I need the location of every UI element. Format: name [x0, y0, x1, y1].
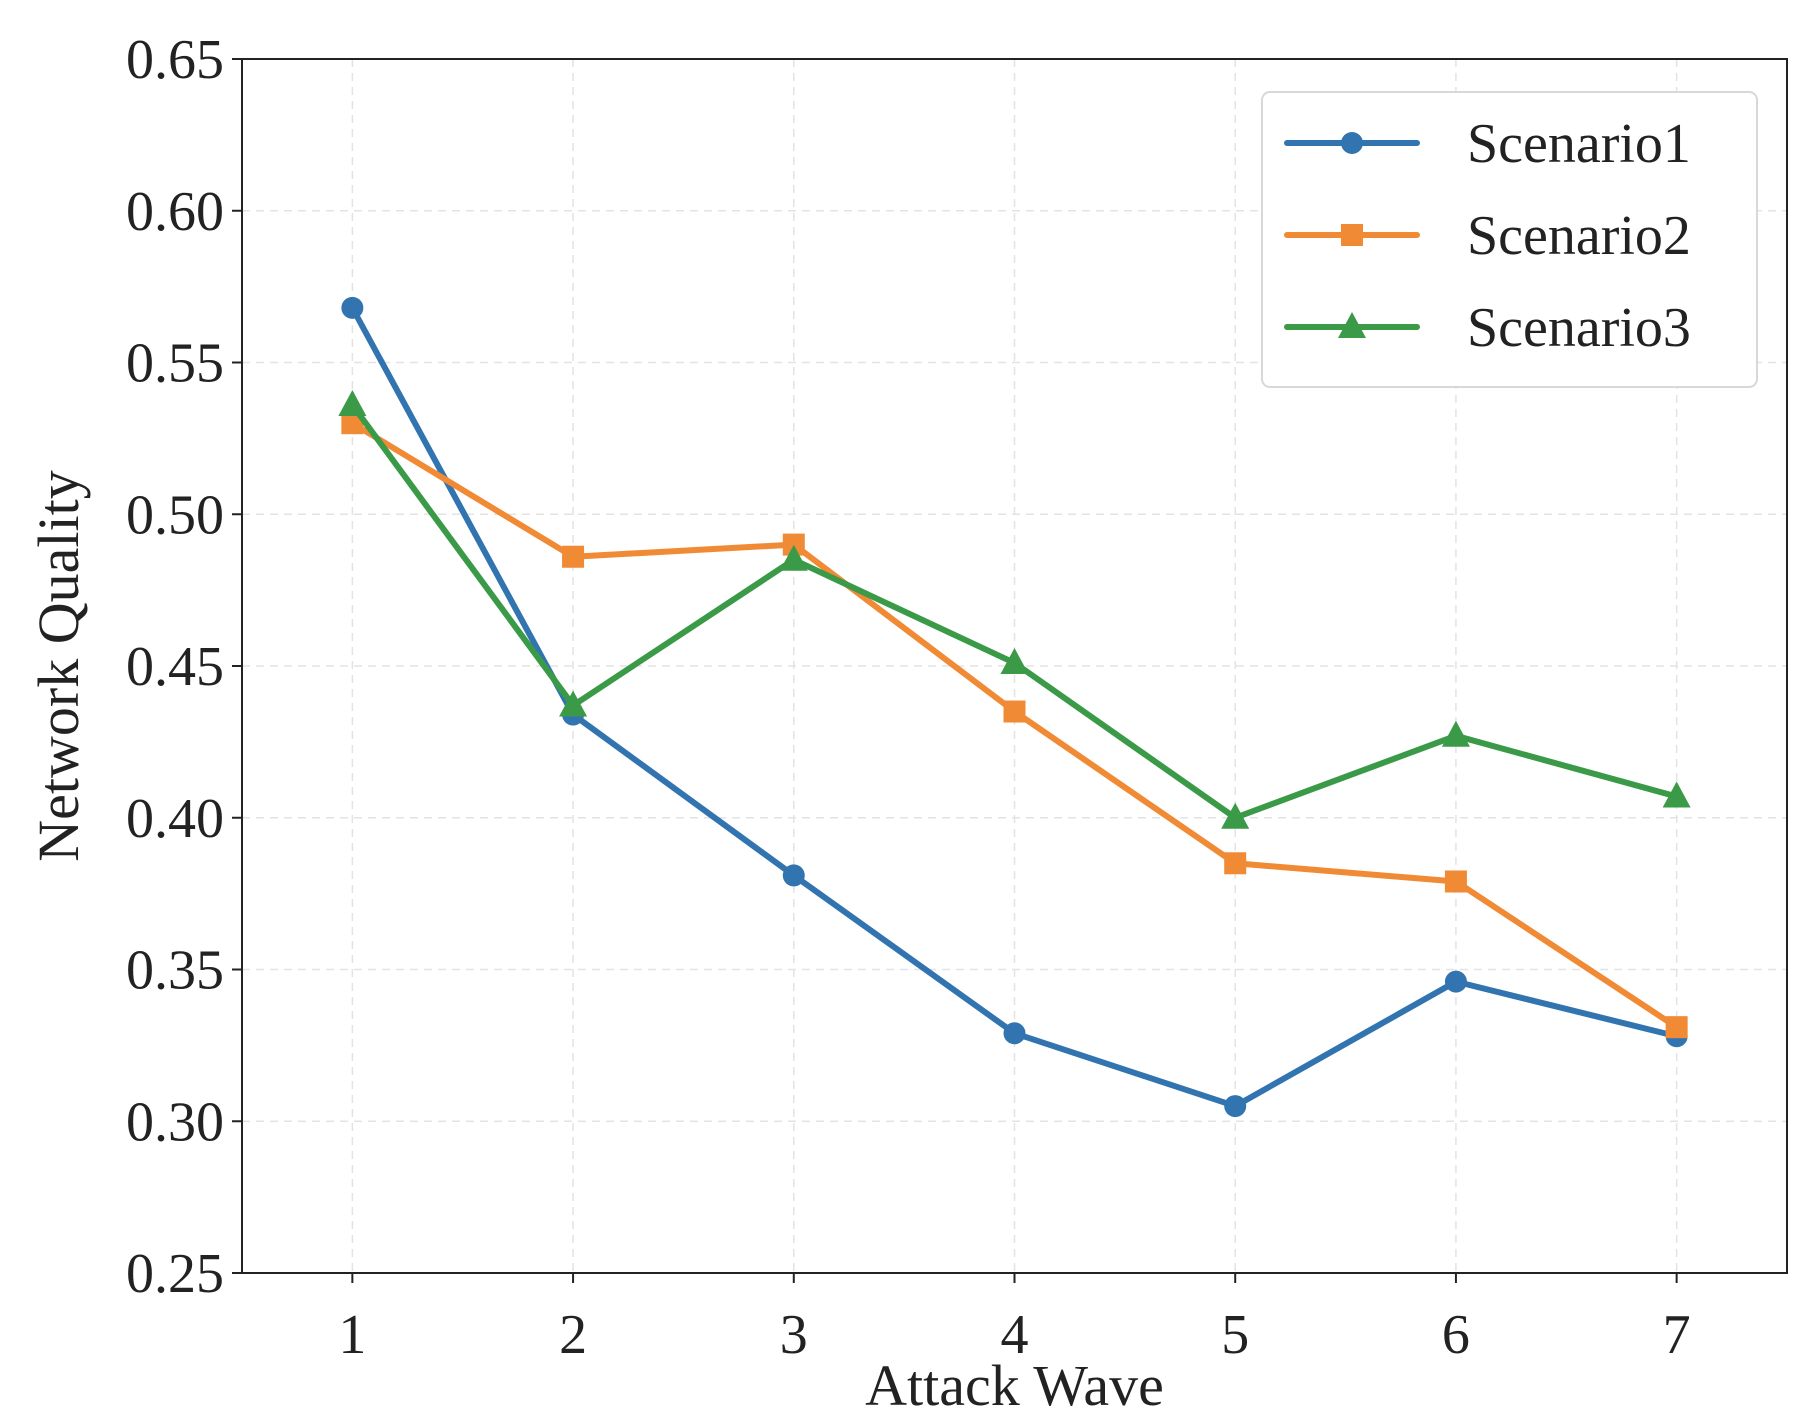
legend-item-scenario2: Scenario2	[1284, 205, 1691, 267]
y-tick-label-5: 0.45	[126, 636, 224, 698]
tick-layer: 1 2 3 4 5 6 7 0.25 0.30 0.35 0.40 0.45 0.50 0.55 0.60 0…	[126, 29, 1691, 1366]
legend-marker-scenario1	[1341, 132, 1363, 154]
x-tick-label-4: 4	[1001, 1304, 1029, 1366]
scenario3-point-3	[779, 544, 808, 571]
y-tick-label-9: 0.65	[126, 29, 224, 91]
scenario2-point-3	[782, 533, 805, 556]
legend-label-scenario1: Scenario1	[1467, 113, 1691, 175]
series-scenario3	[338, 389, 1691, 829]
scenario2-point-5	[1224, 852, 1247, 875]
y-tick-label-2: 0.30	[126, 1091, 224, 1153]
x-tick-label-7: 7	[1663, 1304, 1691, 1366]
x-tick-label-1: 1	[338, 1304, 366, 1366]
scenario2-point-4	[1003, 700, 1026, 723]
scenario2-point-2	[562, 545, 585, 568]
y-tick-label-3: 0.35	[126, 940, 224, 1002]
scenario3-point-5	[1221, 802, 1250, 829]
x-tick-label-2: 2	[559, 1304, 587, 1366]
series-scenario2	[341, 412, 1688, 1039]
y-tick-label-6: 0.50	[126, 484, 224, 546]
y-axis-title: Network Quality	[26, 470, 91, 861]
scenario1-point-6	[1444, 970, 1467, 993]
scenario1-point-3	[782, 864, 805, 887]
legend-marker-scenario3	[1338, 312, 1366, 338]
series-layer	[338, 296, 1691, 1118]
scenario3-point-1	[338, 389, 367, 416]
y-tick-label-8: 0.60	[126, 181, 224, 243]
legend-frame	[1261, 91, 1758, 388]
legend-item-scenario3: Scenario3	[1284, 297, 1691, 359]
y-tick-label-1: 0.25	[126, 1243, 224, 1305]
scenario3-point-2	[559, 690, 588, 717]
scenario2-point-6	[1444, 870, 1467, 893]
legend: Scenario1 Scenario2 Scenario3	[1261, 91, 1758, 388]
x-tick-label-5: 5	[1221, 1304, 1249, 1366]
legend-marker-scenario2	[1341, 224, 1363, 246]
scenario3-point-4	[1000, 647, 1029, 674]
scenario2-point-7	[1665, 1016, 1688, 1039]
scenario1-point-1	[341, 296, 364, 319]
x-tick-label-3: 3	[780, 1304, 808, 1366]
scenario3-point-6	[1441, 720, 1470, 747]
legend-label-scenario2: Scenario2	[1467, 205, 1691, 267]
legend-item-scenario1: Scenario1	[1284, 113, 1691, 175]
scenario2-point-1	[341, 412, 364, 435]
x-tick-label-6: 6	[1442, 1304, 1470, 1366]
y-tick-label-7: 0.55	[126, 333, 224, 395]
y-tick-label-4: 0.40	[126, 788, 224, 850]
legend-label-scenario3: Scenario3	[1467, 297, 1691, 359]
scenario3-point-7	[1662, 781, 1691, 808]
axis-label-layer: Attack Wave Network Quality	[26, 470, 1164, 1418]
scenario1-point-4	[1003, 1022, 1026, 1045]
scenario1-point-5	[1224, 1095, 1247, 1118]
x-axis-title: Attack Wave	[865, 1353, 1164, 1418]
